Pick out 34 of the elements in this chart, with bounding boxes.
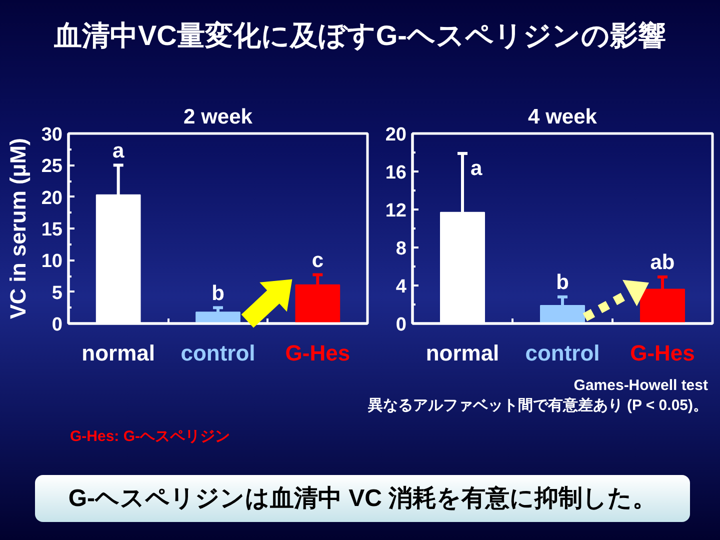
x-tick-label: G-Hes <box>285 340 350 366</box>
text: G-ヘスペリジンは血清中 VC 消耗を有意に抑制した。 <box>68 484 657 514</box>
y-tick-label: 5 <box>52 282 63 304</box>
x-tick-label: G-Hes <box>630 340 695 366</box>
y-tick-label: 20 <box>41 188 63 209</box>
x-tick-label: normal <box>426 340 500 366</box>
y-tick-label: 12 <box>385 200 407 222</box>
data-label: b <box>556 271 569 294</box>
y-tick-label: 10 <box>41 251 63 272</box>
data-label: b <box>212 282 224 305</box>
text: 血清中VC量変化に及ぼすG-ヘスペリジンの影響 <box>54 19 666 53</box>
text: Games-Howell test <box>574 377 708 394</box>
chart-title: 4 week <box>528 106 598 128</box>
y-tick-label: 15 <box>41 220 63 240</box>
y-tick-label: 16 <box>385 162 407 184</box>
text: G-Hes: G-ヘスペリジン <box>70 427 230 447</box>
x-tick-label: normal <box>82 340 156 366</box>
x-tick-label: control <box>180 340 256 366</box>
data-label: c <box>312 248 324 272</box>
y-tick-label: 8 <box>396 238 407 260</box>
x-tick-label: control <box>525 340 600 366</box>
y-tick-label: 25 <box>41 156 63 178</box>
y-tick-label: 0 <box>52 314 63 336</box>
y-tick-label: 30 <box>41 124 63 146</box>
text: 異なるアルファベット間で有意差あり (P < 0.05)。 <box>368 397 708 414</box>
chart-title: 2 week <box>184 106 253 128</box>
y-axis-title: VC in serum (μM) <box>5 138 30 319</box>
data-label: a <box>470 157 482 180</box>
data-label: a <box>112 139 124 162</box>
data-label: ab <box>650 251 675 274</box>
y-tick-label: 0 <box>396 314 407 336</box>
y-tick-label: 20 <box>385 124 407 146</box>
y-tick-label: 4 <box>396 276 407 298</box>
bar <box>196 312 240 324</box>
